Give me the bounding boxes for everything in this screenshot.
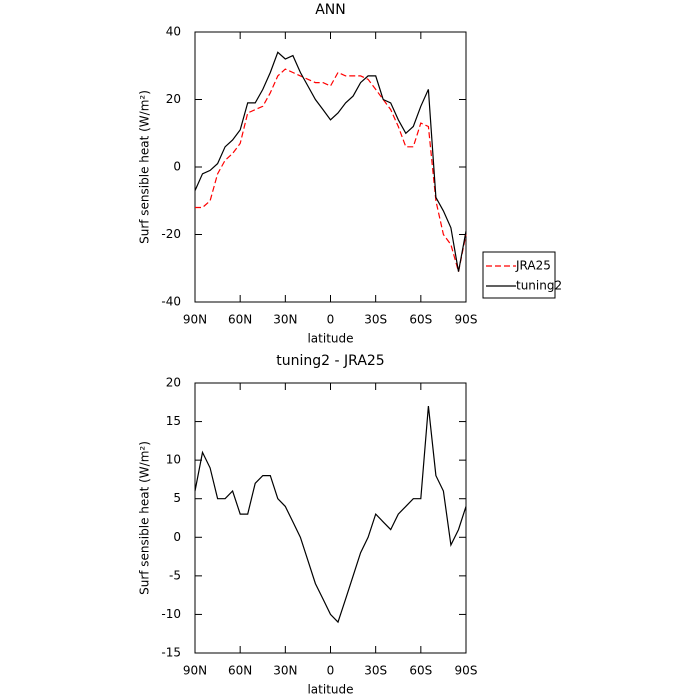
x-tick-label: 60S	[409, 313, 432, 327]
legend-box	[482, 251, 556, 299]
x-tick-label: 30N	[273, 664, 297, 678]
x-tick-label: 90N	[183, 313, 207, 327]
legend-label: JRA25	[515, 259, 551, 273]
x-axis-label: latitude	[307, 332, 353, 346]
y-tick-label: 0	[173, 160, 181, 174]
x-tick-label: 60N	[228, 313, 252, 327]
chart-title: ANN	[315, 2, 346, 18]
y-tick-label: 5	[173, 491, 181, 505]
x-tick-label: 30S	[364, 313, 387, 327]
data-line	[194, 51, 467, 272]
y-axis-label: Surf sensible heat (W/m²)	[138, 90, 152, 244]
y-tick-label: 0	[173, 530, 181, 544]
x-tick-label: 0	[327, 313, 335, 327]
y-tick-label: 20	[166, 376, 181, 390]
x-tick-label: 90S	[455, 664, 478, 678]
y-axis-label: Surf sensible heat (W/m²)	[138, 441, 152, 595]
y-tick-label: -15	[161, 646, 181, 660]
data-line	[194, 406, 467, 624]
data-line	[195, 68, 467, 272]
y-tick-label: 15	[166, 414, 181, 428]
y-tick-label: 20	[166, 92, 181, 106]
y-tick-label: -20	[161, 227, 181, 241]
chart-title: tuning2 - JRA25	[276, 353, 384, 369]
plot-frame	[194, 382, 467, 654]
y-tick-label: 10	[166, 453, 181, 467]
plot-frame	[194, 31, 467, 303]
x-tick-label: 30N	[273, 313, 297, 327]
x-tick-label: 60S	[409, 664, 432, 678]
x-axis-label: latitude	[307, 683, 353, 697]
x-tick-label: 0	[327, 664, 335, 678]
y-tick-label: -10	[161, 607, 181, 621]
y-tick-label: -5	[169, 568, 181, 582]
y-tick-label: -40	[161, 295, 181, 309]
x-tick-label: 30S	[364, 664, 387, 678]
x-tick-label: 90N	[183, 664, 207, 678]
y-tick-label: 40	[166, 25, 181, 39]
legend: JRA25 tuning2	[482, 251, 562, 299]
x-tick-label: 90S	[455, 313, 478, 327]
legend-label: tuning2	[516, 279, 562, 293]
x-tick-label: 60N	[228, 664, 252, 678]
